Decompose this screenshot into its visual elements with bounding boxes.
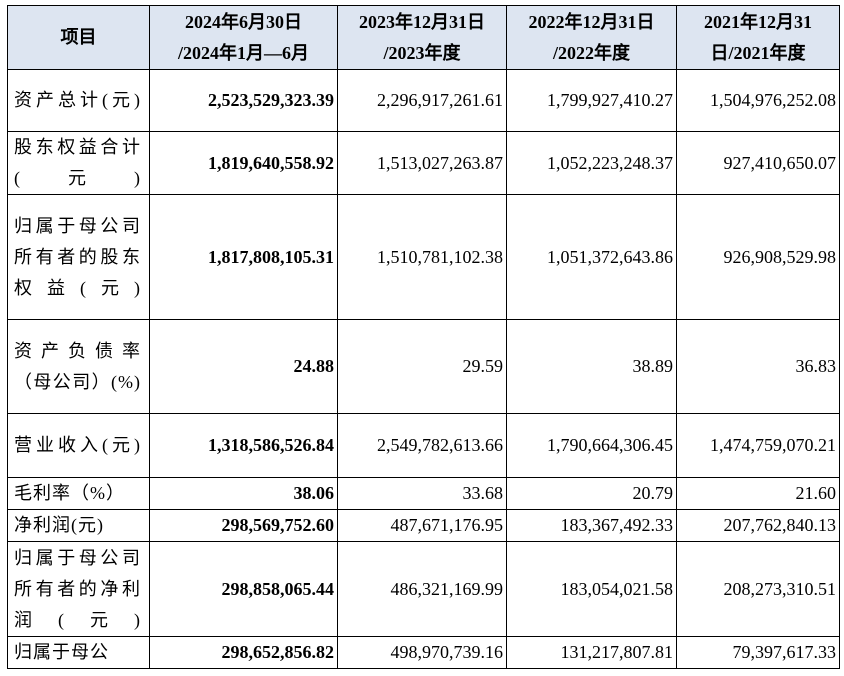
header-col-1: 2024年6月30日 /2024年1月—6月	[149, 5, 338, 70]
table-cell: 1,051,372,643.86	[506, 194, 677, 320]
table-cell: 498,970,739.16	[337, 636, 507, 669]
row-label: 净利润(元)	[7, 509, 150, 542]
header-row: 项目 2024年6月30日 /2024年1月—6月 2023年12月31日 /2…	[7, 5, 840, 70]
table-cell: 20.79	[506, 477, 677, 510]
table-cell: 38.89	[506, 319, 677, 414]
table-cell: 21.60	[676, 477, 840, 510]
table-cell: 1,819,640,558.92	[149, 131, 338, 195]
table-cell: 2,296,917,261.61	[337, 69, 507, 132]
header-col-2-line1: 2023年12月31日	[359, 11, 485, 32]
table-cell: 207,762,840.13	[676, 509, 840, 542]
table-cell: 2,549,782,613.66	[337, 413, 507, 478]
header-col-1-line1: 2024年6月30日	[185, 11, 302, 32]
header-col-1-line2: /2024年1月—6月	[177, 42, 309, 63]
table-cell: 926,908,529.98	[676, 194, 840, 320]
table-cell: 2,523,529,323.39	[149, 69, 338, 132]
row-label: 资产负债率（母公司）(%)	[7, 319, 150, 414]
table-row: 股东权益合计(元) 1,819,640,558.92 1,513,027,263…	[7, 131, 840, 195]
header-item: 项目	[7, 5, 150, 70]
table-cell: 79,397,617.33	[676, 636, 840, 669]
row-label: 营业收入(元)	[7, 413, 150, 478]
table-cell: 183,054,021.58	[506, 541, 677, 637]
table-cell: 29.59	[337, 319, 507, 414]
table-row: 净利润(元) 298,569,752.60 487,671,176.95 183…	[7, 509, 840, 542]
table-cell: 1,817,808,105.31	[149, 194, 338, 320]
header-col-4-line2: 日/2021年度	[710, 42, 806, 63]
table-row: 资产总计(元) 2,523,529,323.39 2,296,917,261.6…	[7, 69, 840, 132]
table-row: 资产负债率（母公司）(%) 24.88 29.59 38.89 36.83	[7, 319, 840, 414]
table-cell: 298,652,856.82	[149, 636, 338, 669]
header-col-3: 2022年12月31日 /2022年度	[506, 5, 677, 70]
table-cell: 1,318,586,526.84	[149, 413, 338, 478]
row-label: 归属于母公	[7, 636, 150, 669]
table-cell: 487,671,176.95	[337, 509, 507, 542]
row-label: 归属于母公司所有者的净利润(元)	[7, 541, 150, 637]
table-row: 毛利率（%） 38.06 33.68 20.79 21.60	[7, 477, 840, 510]
table-cell: 33.68	[337, 477, 507, 510]
table-cell: 1,504,976,252.08	[676, 69, 840, 132]
table-cell: 298,569,752.60	[149, 509, 338, 542]
table-row: 营业收入(元) 1,318,586,526.84 2,549,782,613.6…	[7, 413, 840, 478]
table-cell: 1,474,759,070.21	[676, 413, 840, 478]
table-cell: 1,513,027,263.87	[337, 131, 507, 195]
table-row: 归属于母公 298,652,856.82 498,970,739.16 131,…	[7, 636, 840, 669]
table-cell: 38.06	[149, 477, 338, 510]
table-row: 归属于母公司所有者的股东权益(元) 1,817,808,105.31 1,510…	[7, 194, 840, 320]
table-row: 归属于母公司所有者的净利润(元) 298,858,065.44 486,321,…	[7, 541, 840, 637]
row-label: 股东权益合计(元)	[7, 131, 150, 195]
financial-summary-table: 项目 2024年6月30日 /2024年1月—6月 2023年12月31日 /2…	[7, 5, 840, 669]
row-label: 资产总计(元)	[7, 69, 150, 132]
header-col-4: 2021年12月31 日/2021年度	[676, 5, 840, 70]
table-cell: 486,321,169.99	[337, 541, 507, 637]
table-cell: 24.88	[149, 319, 338, 414]
table-cell: 131,217,807.81	[506, 636, 677, 669]
row-label: 毛利率（%）	[7, 477, 150, 510]
row-label: 归属于母公司所有者的股东权益(元)	[7, 194, 150, 320]
header-col-3-line2: /2022年度	[552, 42, 630, 63]
header-col-4-line1: 2021年12月31	[704, 11, 812, 32]
table-cell: 927,410,650.07	[676, 131, 840, 195]
header-col-2-line2: /2023年度	[383, 42, 461, 63]
table-cell: 1,510,781,102.38	[337, 194, 507, 320]
header-col-2: 2023年12月31日 /2023年度	[337, 5, 507, 70]
table-cell: 36.83	[676, 319, 840, 414]
table-cell: 298,858,065.44	[149, 541, 338, 637]
table-cell: 1,790,664,306.45	[506, 413, 677, 478]
table-cell: 1,799,927,410.27	[506, 69, 677, 132]
table-cell: 1,052,223,248.37	[506, 131, 677, 195]
header-col-3-line1: 2022年12月31日	[528, 11, 655, 32]
table-cell: 183,367,492.33	[506, 509, 677, 542]
table-cell: 208,273,310.51	[676, 541, 840, 637]
